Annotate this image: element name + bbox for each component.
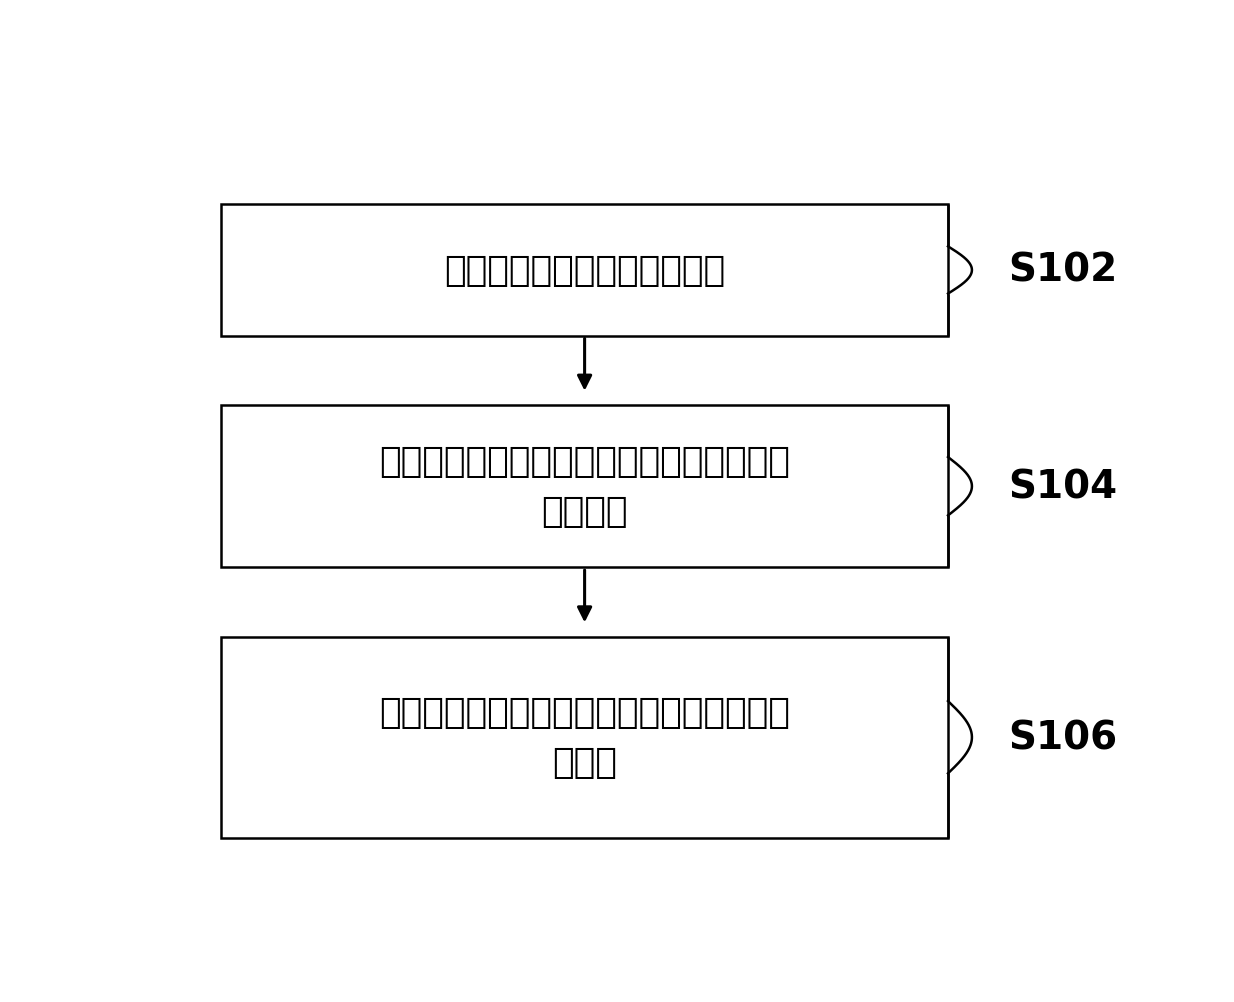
Text: 服务器将控制信号传输至空调器的出风设备
的控制器: 服务器将控制信号传输至空调器的出风设备 的控制器 <box>379 445 790 529</box>
FancyBboxPatch shape <box>221 205 948 337</box>
FancyBboxPatch shape <box>221 637 948 838</box>
Text: 控制器根据控制信号对空调器的出风设备进
行控制: 控制器根据控制信号对空调器的出风设备进 行控制 <box>379 695 790 780</box>
Text: S106: S106 <box>1008 718 1117 757</box>
Text: S104: S104 <box>1008 468 1117 506</box>
FancyBboxPatch shape <box>221 406 948 568</box>
Text: S102: S102 <box>1008 252 1117 290</box>
Text: 空调器的服务器接收控制信号: 空调器的服务器接收控制信号 <box>444 254 726 288</box>
